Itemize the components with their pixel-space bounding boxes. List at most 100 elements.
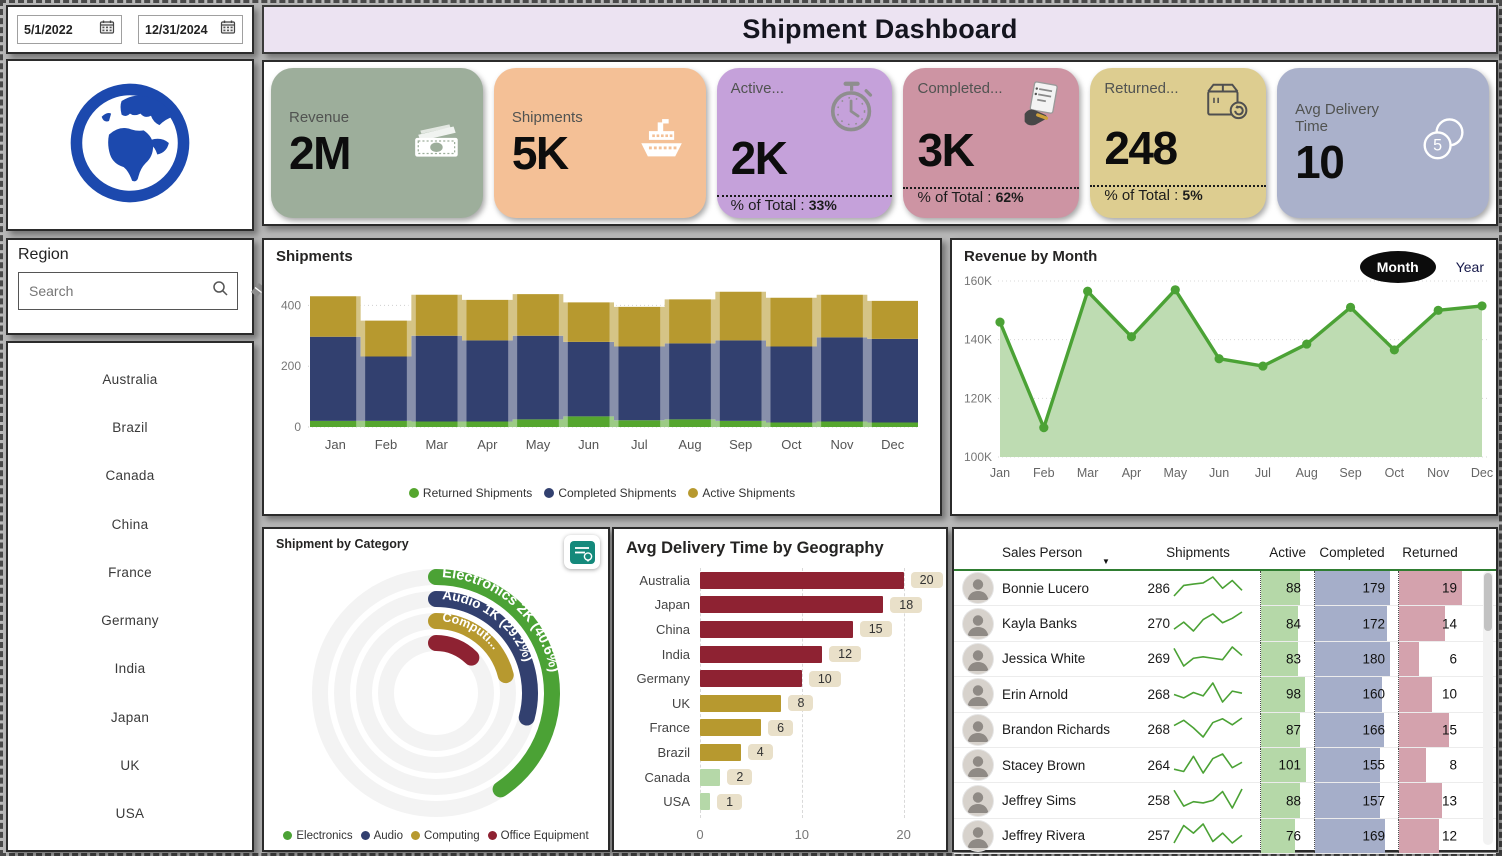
region-item[interactable]: Germany	[101, 613, 159, 629]
legend-item: Active Shipments	[688, 486, 795, 500]
shipments-value: 268	[1147, 722, 1170, 738]
gridline	[801, 568, 803, 818]
table-row[interactable]: Jeffrey Sims 258 88 157 13	[954, 783, 1496, 819]
cell-value: 179	[1362, 580, 1385, 596]
data-bar	[1399, 606, 1446, 641]
completed-cell: 155	[1314, 747, 1390, 783]
data-bar	[1315, 818, 1386, 854]
search-icon[interactable]	[212, 280, 229, 302]
toggle-month-button[interactable]: Month	[1359, 251, 1436, 283]
region-item[interactable]: USA	[115, 806, 145, 822]
table-row[interactable]: Brandon Richards 268 87 166 15	[954, 712, 1496, 748]
region-item[interactable]: Canada	[105, 468, 155, 484]
geo-bar-row[interactable]: Australia 20	[614, 568, 946, 593]
shipments-chart[interactable]: 0 200 400 Jan Feb Mar Apr May Jun Jul Aug Sep Oct Nov…	[264, 265, 932, 481]
svg-text:140K: 140K	[964, 333, 992, 347]
data-bar	[1315, 641, 1390, 677]
geo-bar-row[interactable]: Brazil 4	[614, 740, 946, 765]
avatar	[963, 750, 993, 781]
col-active[interactable]: Active	[1269, 544, 1306, 560]
geo-bar-row[interactable]: Canada 2	[614, 765, 946, 790]
kpi-label: Shipments	[511, 109, 583, 127]
table-row[interactable]: Bonnie Lucero 286 88 179 19	[954, 571, 1496, 607]
calendar-icon[interactable]	[220, 19, 236, 40]
avatar	[963, 785, 993, 816]
legend-item: Electronics	[283, 830, 353, 842]
shipments-value: 257	[1147, 828, 1170, 844]
data-bar	[1399, 641, 1419, 677]
data-bar	[1315, 606, 1387, 641]
svg-text:Dec: Dec	[881, 437, 905, 452]
completed-cell: 157	[1314, 783, 1390, 818]
chart-title: Shipments	[276, 248, 353, 265]
chart-title: Shipment by Category	[276, 537, 409, 551]
completed-cell: 169	[1314, 818, 1390, 854]
geo-chart[interactable]: 0 10 20 Australia 20 Japan 18 China 15 India 12 Ger…	[614, 568, 946, 844]
svg-text:Sep: Sep	[1339, 466, 1361, 480]
returned-cell: 19	[1398, 571, 1462, 606]
geo-value-chip: 4	[747, 744, 773, 761]
report-page-icon[interactable]	[564, 535, 600, 569]
geo-value-chip: 6	[768, 719, 794, 736]
date-from-input[interactable]	[24, 22, 94, 37]
region-item[interactable]: Australia	[102, 371, 158, 387]
region-item[interactable]: Japan	[110, 709, 150, 725]
eraser-icon[interactable]	[248, 279, 268, 304]
geo-value-chip: 2	[727, 769, 753, 786]
kpi-card-completed: Completed... 3K % of Total : 62%	[903, 68, 1080, 218]
svg-text:120K: 120K	[964, 391, 992, 405]
legend-dot	[283, 831, 293, 840]
table-scrollbar[interactable]	[1483, 571, 1493, 845]
legend-dot	[688, 488, 699, 498]
data-bar	[1315, 571, 1390, 606]
geo-chart-card: Avg Delivery Time by Geography 0 10 20 Aust…	[612, 527, 948, 852]
region-search-input[interactable]	[27, 282, 212, 300]
returned-cell: 6	[1398, 641, 1462, 677]
geo-bar-row[interactable]: Japan 18	[614, 593, 946, 618]
col-completed[interactable]: Completed	[1319, 544, 1385, 560]
ship-icon	[634, 118, 688, 169]
geo-bar-row[interactable]: India 12	[614, 642, 946, 667]
svg-text:Nov: Nov	[830, 437, 854, 452]
cell-value: 98	[1285, 686, 1301, 702]
x-tick-label: 10	[794, 827, 810, 842]
scrollbar-thumb[interactable]	[1484, 573, 1492, 631]
kpi-row: Revenue 2M Shipments 5K Active...	[262, 60, 1498, 226]
date-to-input[interactable]	[145, 22, 215, 37]
region-slicer-title: Region	[18, 246, 69, 263]
data-bar	[1261, 571, 1301, 606]
table-row[interactable]: Kayla Banks 270 84 172 14	[954, 606, 1496, 642]
revenue-chart[interactable]: 100K 120K 140K 160K Jan Feb Mar Apr May Jun Jul Aug…	[952, 265, 1494, 505]
svg-text:Jul: Jul	[631, 437, 648, 452]
completed-cell: 160	[1314, 677, 1390, 712]
table-row[interactable]: Erin Arnold 268 98 160 10	[954, 677, 1496, 713]
geo-bar-row[interactable]: UK 8	[614, 691, 946, 716]
region-item[interactable]: Brazil	[112, 419, 148, 435]
region-item[interactable]: UK	[120, 758, 140, 774]
cell-value: 172	[1362, 616, 1385, 632]
table-row[interactable]: Jeffrey Rivera 257 76 169 12	[954, 818, 1496, 855]
geo-category-label: India	[661, 646, 690, 662]
sort-descending-icon[interactable]: ▼	[1102, 557, 1110, 566]
region-item[interactable]: China	[111, 516, 149, 532]
table-row[interactable]: Stacey Brown 264 101 155 8	[954, 747, 1496, 784]
col-sales-person[interactable]: Sales Person	[1002, 544, 1083, 560]
geo-category-label: USA	[663, 794, 690, 810]
table-row[interactable]: Jessica White 269 83 180 6	[954, 641, 1496, 678]
legend-dot	[487, 831, 497, 840]
region-item[interactable]: France	[108, 564, 152, 580]
col-shipments[interactable]: Shipments	[1166, 544, 1230, 560]
category-chart[interactable]: Electronics 2K (40.6%)Audio 1K (29.2%)Co…	[264, 551, 608, 823]
calendar-icon[interactable]	[99, 19, 115, 40]
cell-value: 76	[1285, 828, 1301, 844]
sales-person-name: Brandon Richards	[1002, 722, 1111, 738]
date-from-group	[17, 15, 122, 44]
region-item[interactable]: India	[114, 661, 146, 677]
geo-bar-row[interactable]: Germany 10	[614, 666, 946, 691]
geo-bar-row[interactable]: USA 1	[614, 789, 946, 814]
col-returned[interactable]: Returned	[1402, 544, 1458, 560]
geo-bar-row[interactable]: France 6	[614, 716, 946, 741]
toggle-year-button[interactable]: Year	[1455, 259, 1484, 275]
geo-bar-row[interactable]: China 15	[614, 617, 946, 642]
data-bar	[1315, 783, 1381, 818]
